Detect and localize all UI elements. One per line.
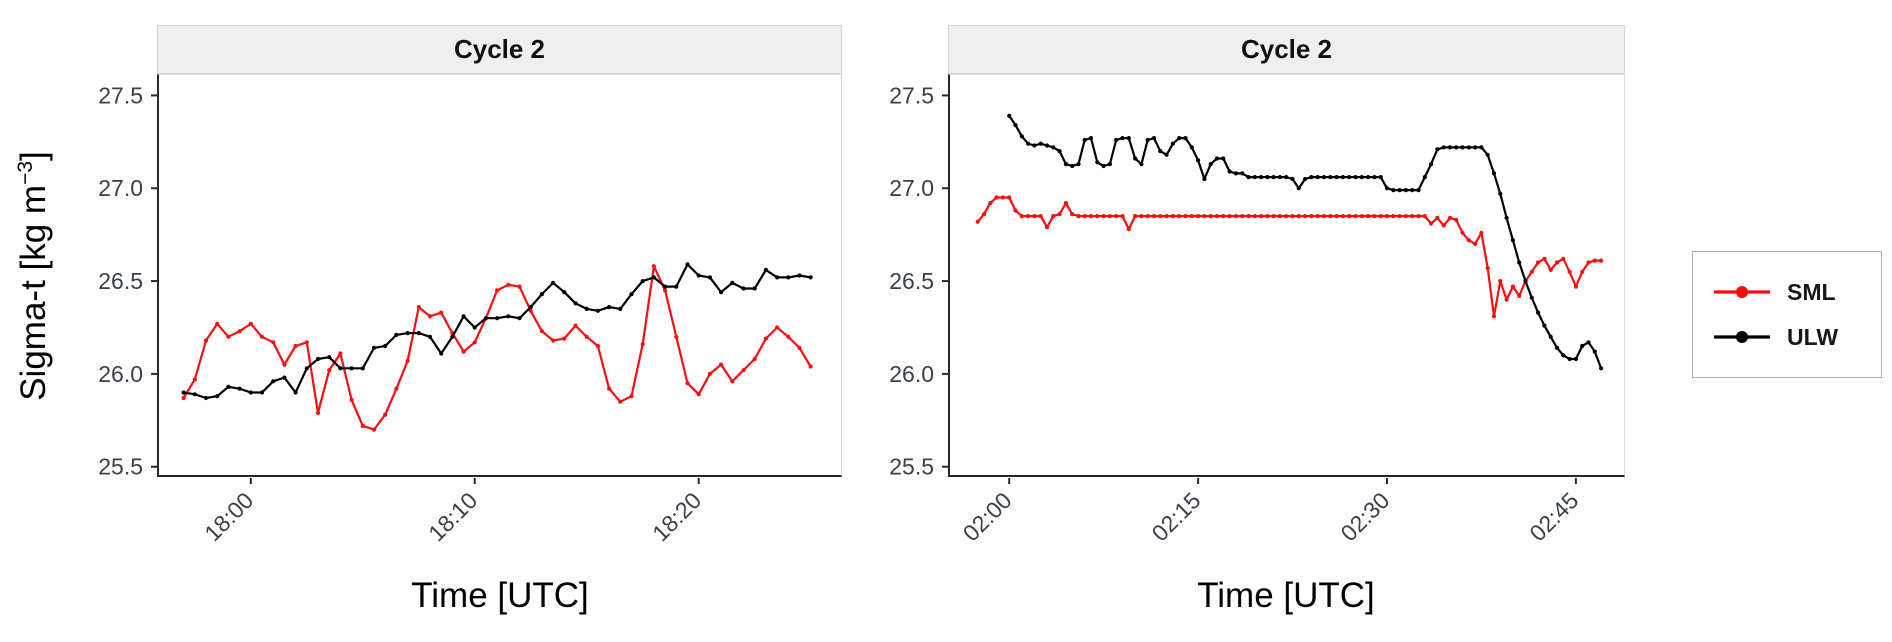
y-axis-title-superscript: −3 bbox=[14, 160, 37, 185]
svg-text:27.0: 27.0 bbox=[889, 175, 934, 201]
svg-text:26.0: 26.0 bbox=[889, 361, 934, 387]
line-chart-left: 27.5 27.0 26.5 26.0 25.5 18:00 18:10 18:20 bbox=[98, 82, 813, 546]
svg-text:27.5: 27.5 bbox=[889, 82, 934, 108]
legend-box: SML ULW bbox=[1692, 251, 1882, 378]
facet-strip-right: Cycle 2 bbox=[948, 25, 1625, 74]
svg-text:02:00: 02:00 bbox=[958, 487, 1017, 546]
ulw-line-dot-icon bbox=[1714, 331, 1770, 343]
legend-entry-ulw: ULW bbox=[1713, 324, 1881, 351]
y-axis-title: Sigma-t [kg m−3] bbox=[14, 151, 54, 401]
x-axis-title-right: Time [UTC] bbox=[1197, 576, 1375, 615]
y-axis-title-close: ] bbox=[14, 151, 53, 161]
legend-label-ulw: ULW bbox=[1787, 323, 1839, 350]
svg-text:02:15: 02:15 bbox=[1147, 487, 1206, 546]
svg-text:26.5: 26.5 bbox=[889, 268, 934, 294]
svg-text:27.5: 27.5 bbox=[98, 82, 143, 108]
facet-title-left: Cycle 2 bbox=[453, 34, 546, 64]
plot-panel-right: 27.5 27.0 26.5 26.0 25.5 02:00 02:15 02:30 02:45 bbox=[889, 74, 1625, 546]
y-axis-title-text: Sigma-t [kg m bbox=[14, 184, 53, 401]
legend-label-sml: SML bbox=[1787, 278, 1836, 305]
line-chart-right: 27.5 27.0 26.5 26.0 25.5 02:00 02:15 02:30 02:45 bbox=[889, 82, 1604, 546]
plot-panel-left: 27.5 27.0 26.5 26.0 25.5 18:00 18:10 18:20 bbox=[98, 74, 842, 546]
legend-entry-sml: SML bbox=[1713, 279, 1881, 306]
sml-line-dot-icon bbox=[1714, 286, 1770, 298]
svg-text:26.0: 26.0 bbox=[98, 361, 143, 387]
svg-text:18:00: 18:00 bbox=[199, 487, 258, 546]
svg-text:26.5: 26.5 bbox=[98, 268, 143, 294]
svg-text:02:45: 02:45 bbox=[1524, 487, 1583, 546]
svg-text:27.0: 27.0 bbox=[98, 175, 143, 201]
svg-text:25.5: 25.5 bbox=[889, 454, 934, 480]
svg-text:25.5: 25.5 bbox=[98, 454, 143, 480]
svg-text:02:30: 02:30 bbox=[1335, 487, 1394, 546]
svg-text:18:10: 18:10 bbox=[423, 487, 482, 546]
x-axis-title-left: Time [UTC] bbox=[411, 576, 589, 615]
svg-text:18:20: 18:20 bbox=[647, 487, 706, 546]
facet-strip-left: Cycle 2 bbox=[157, 25, 842, 74]
facet-title-right: Cycle 2 bbox=[1240, 34, 1333, 64]
